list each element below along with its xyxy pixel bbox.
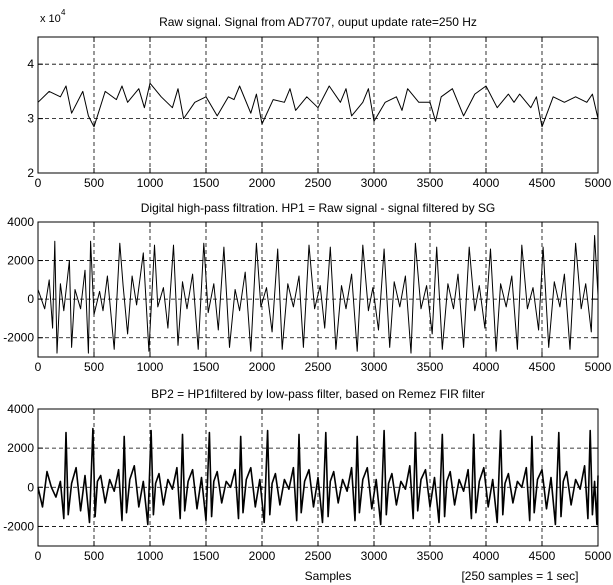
axis-multiplier-exponent: 4 [61,8,66,17]
y-tick-label: 2 [27,166,34,180]
x-tick-label: 4500 [529,176,556,190]
y-tick-label: 2000 [7,254,34,268]
x-tick-label: 0 [35,360,42,374]
chart-panel-1: 0 500 1000 1500 2000 2500 3000 3500 4000 4500 5000… [27,8,611,190]
y-tick-label: 2000 [7,441,34,455]
series-line-1 [37,235,599,354]
y-tick-label: 0 [27,480,34,494]
x-tick-label: 1000 [137,360,164,374]
series-line-1 [37,427,599,526]
x-tick-label: 4500 [529,549,556,563]
series-line-1 [37,82,599,128]
x-tick-label: 2000 [249,360,276,374]
x-tick-label: 1000 [137,176,164,190]
x-tick-label: 500 [84,176,104,190]
x-tick-label: 0 [35,549,42,563]
chart-title: Digital high-pass filtration. HP1 = Raw … [141,201,496,215]
y-tick-label: 0 [27,292,34,306]
x-tick-label: 1500 [193,176,220,190]
y-tick-label: 4000 [7,402,34,416]
x-tick-label: 5000 [585,360,612,374]
chart-panel-2: 0 500 1000 1500 2000 2500 3000 3500 4000 4500 5000… [3,201,611,374]
y-tick-label: 4 [27,57,34,71]
x-tick-label: 3000 [361,176,388,190]
x-tick-label: 0 [35,176,42,190]
x-tick-label: 4000 [473,549,500,563]
x-tick-label: 2500 [305,549,332,563]
x-axis-label: Samples [305,569,352,583]
x-tick-label: 3500 [417,176,444,190]
x-tick-label: 3500 [417,360,444,374]
x-tick-label: 4000 [473,176,500,190]
x-tick-label: 5000 [585,176,612,190]
x-tick-label: 2500 [305,176,332,190]
x-tick-label: 3000 [361,549,388,563]
y-tick-label: -2000 [3,519,34,533]
chart-panel-3: 0 500 1000 1500 2000 2500 3000 3500 4000 4500 5000… [3,387,611,583]
x-tick-label: 2000 [249,549,276,563]
x-tick-label: 4000 [473,360,500,374]
y-tick-label: 3 [27,112,34,126]
x-tick-label: 1500 [193,549,220,563]
y-tick-label: 4000 [7,215,34,229]
x-tick-label: 500 [84,549,104,563]
x-tick-label: 2000 [249,176,276,190]
y-tick-label: -2000 [3,331,34,345]
x-tick-label: 4500 [529,360,556,374]
x-tick-label: 3500 [417,549,444,563]
sample-rate-note: [250 samples = 1 sec] [461,569,578,583]
x-tick-label: 2500 [305,360,332,374]
chart-title: BP2 = HP1filtered by low-pass filter, ba… [151,387,485,401]
x-tick-label: 3000 [361,360,388,374]
x-tick-label: 5000 [585,549,612,563]
chart-title: Raw signal. Signal from AD7707, ouput up… [159,15,477,29]
x-tick-label: 500 [84,360,104,374]
x-tick-label: 1500 [193,360,220,374]
x-tick-label: 1000 [137,549,164,563]
axis-multiplier: x 10 [40,13,61,25]
